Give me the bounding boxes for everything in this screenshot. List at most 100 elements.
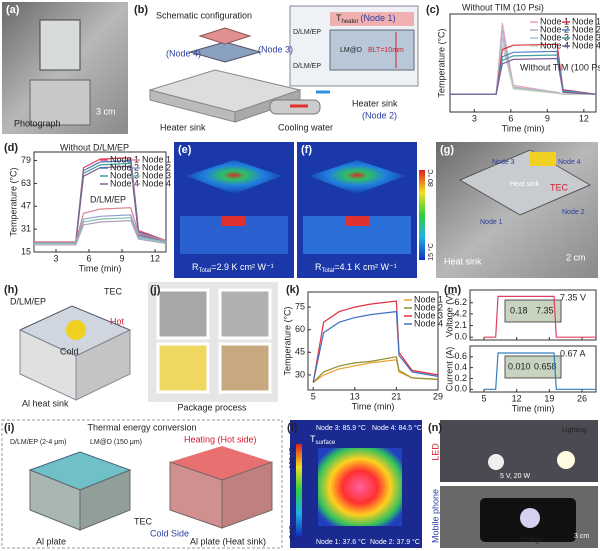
node-label: Node 4: 84.5 °C [372,424,422,432]
plot-frame [307,291,439,391]
heater-label: Theater (Node 1) [336,13,396,24]
legend-label: Node 3 [142,170,171,180]
panel-l: (l) Node 3: 85.9 °C Node 4: 84.5 °C Tsur… [287,420,422,548]
series-line [484,352,596,390]
node-label: Node 3: 85.9 °C [316,424,366,432]
hot-spot [66,320,86,340]
block [221,461,273,529]
y-tick-label: 45 [295,347,305,357]
colorbar [296,444,302,536]
legend-label: Node 1 [572,16,600,26]
x-tick-label: 19 [544,393,554,403]
plot-frame [449,13,597,113]
annotation: Without D/LM/EP [60,142,129,152]
panel-label: (g) [440,144,454,156]
panel-label: (h) [4,284,18,296]
plot-frame [469,345,597,393]
panel-e: (e) RTotal=2.9 K cm² W⁻¹ [174,142,294,278]
lcd [504,299,562,323]
tec-label: TEC [104,286,123,296]
panel-label: (c) [426,4,440,16]
t-subscript: surface [316,440,336,446]
y-tick-label: 31 [21,224,31,234]
y-tick-label: 79 [21,155,31,165]
panel-label: (i) [4,422,15,434]
colorbar-bottom: 0 °C [288,525,296,539]
annotation: 0.67 A [560,348,586,358]
fins [75,329,131,401]
x-tick-label: 9 [545,113,550,123]
power-label: 5 V, 20 W [500,473,530,480]
frame [1,419,283,549]
panel-label: (l) [287,422,298,434]
lcd-text: 7.35 [536,305,554,315]
water-label: Cooling water [278,122,333,132]
sink-label: Heater sink [160,122,206,132]
annotation: Without TIM (100 Psi) [520,62,600,72]
node-label: Node 2: 37.9 °C [370,538,420,546]
node-label: Node 1: 37.6 °C [316,538,366,546]
sink [29,79,91,126]
sink-label: Heater sink [352,98,398,108]
panel-a: (a) Photograph 3 cm [2,2,128,134]
colorbar [419,170,425,260]
node-label: (Node 3) [258,44,293,54]
x-tick-label: 26 [577,393,587,403]
screen-icon [520,508,540,528]
inset-layer [329,29,415,71]
legend-label: Node 4 [414,318,443,328]
lighting-label: Lighting [562,427,587,434]
y-tick-label: 0.0 [454,332,467,342]
x-axis-label: Time (min) [352,401,395,411]
y-axis-label: Temperature (°C) [436,28,446,97]
y-tick-label: 75 [295,301,305,311]
legend-label: Node 2 [414,302,443,312]
lcd-text: 0.010 [508,361,531,371]
block [79,469,131,531]
legend-label: Node 4 [142,178,171,188]
panel-label: (a) [6,4,20,16]
layer-label: D/LM/EP [293,63,321,70]
meter [39,19,81,71]
cold-label: Cold Side [150,528,189,538]
legend-label: Node 4 [540,40,569,50]
x-tick-label: 5 [311,391,316,401]
series-line [484,295,596,338]
thermal-hot [318,448,402,526]
heater-shape [198,27,252,45]
legend-label: Node 3 [572,32,600,42]
legend-label: Node 2 [572,24,600,34]
charge-label: Charge [520,537,543,544]
resistance: RTotal=2.9 K cm² W⁻¹ [192,262,274,273]
package [156,288,210,340]
legend-label: Node 1 [142,154,171,164]
r-symbol: R [192,262,199,272]
x-tick-label: 12 [512,393,522,403]
plate-label: Al plate [36,536,66,546]
legend-label: Node 3 [414,310,443,320]
panel-f: (f) RTotal=4.1 K cm² W⁻¹ [297,142,417,278]
legend-label: Node 1 [110,154,139,164]
panel-b: (b) Schematic configuration Theater (Node… [134,4,419,132]
x-tick-label: 6 [508,113,513,123]
tec-label: TEC [550,182,569,192]
t-symbol: T [336,13,342,23]
legend-label: Node 2 [110,162,139,172]
r-subscript: Total [199,268,212,274]
blt-label: BLT=10mm [368,47,404,54]
inset-heater [330,12,414,26]
node-label: Node 4 [558,159,581,166]
panel-i: (i) Thermal energy conversion D/LM/EP (2… [1,419,283,549]
bulb [488,454,504,470]
cold-label: Cold [60,346,79,356]
node-label: (Node 2) [362,110,397,120]
sim-hot [345,216,369,226]
package [218,342,272,394]
y-tick-label: 15 [21,246,31,256]
x-axis-label: Time (min) [502,123,545,133]
node-label: Node 1 [480,219,503,226]
y-tick-label: 0.0 [454,384,467,394]
x-tick-label: 9 [119,253,124,263]
y-axis-label: Temperature (°C) [282,306,292,375]
